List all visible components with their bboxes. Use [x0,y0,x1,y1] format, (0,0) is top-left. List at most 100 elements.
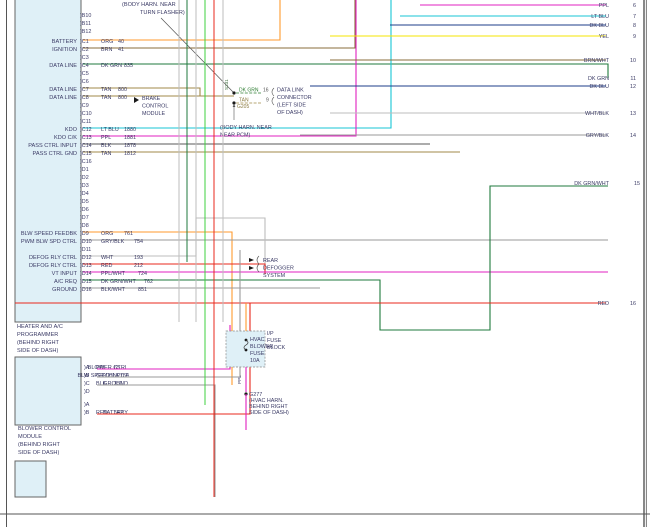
svg-text:)D7: )D7 [80,215,89,221]
svg-text:)D2: )D2 [80,175,89,181]
svg-text:TURN FLASHER): TURN FLASHER) [140,10,185,16]
svg-text:)B10: )B10 [80,13,91,19]
svg-text:BLK: BLK [96,381,107,387]
svg-text:DK BLU: DK BLU [590,84,610,90]
svg-text:12: 12 [630,84,636,90]
svg-text:BLOWER CONTROL: BLOWER CONTROL [18,426,71,432]
svg-text:9: 9 [633,34,636,40]
svg-text:GRY/BLK: GRY/BLK [586,133,610,139]
svg-text:CONNECTOR: CONNECTOR [277,95,312,101]
svg-text:754: 754 [120,373,129,379]
svg-text:GROUND: GROUND [52,287,77,293]
svg-text:G205: G205 [237,104,249,110]
svg-text:14: 14 [630,133,636,139]
svg-text:762: 762 [144,279,153,285]
svg-text:)D5: )D5 [80,199,89,205]
svg-text:VT INPUT: VT INPUT [52,271,78,277]
svg-text:)D10: )D10 [80,239,92,245]
svg-text:)B12: )B12 [80,29,91,35]
svg-text:TAN: TAN [239,98,249,104]
svg-text:)C13: )C13 [80,135,92,141]
svg-text:YEL: YEL [599,34,609,40]
svg-text:9: 9 [266,98,269,104]
svg-text:DK BLU: DK BLU [590,23,610,29]
svg-text:DK GRN: DK GRN [588,76,609,82]
svg-text:GRY/BLK: GRY/BLK [101,239,125,245]
svg-text:MODULE: MODULE [18,434,42,440]
svg-text:)D15: )D15 [80,279,92,285]
svg-text:)C14: )C14 [80,143,92,149]
svg-text:41: 41 [118,47,124,53]
svg-text:S231: S231 [224,79,229,90]
svg-text:A/C REQ: A/C REQ [54,279,78,285]
svg-text:)D4: )D4 [80,191,89,197]
svg-text:)B: )B [84,373,90,379]
svg-text:RED: RED [101,263,112,269]
svg-text:REAR: REAR [263,258,278,264]
svg-text:DK GRN/WHT: DK GRN/WHT [574,181,609,187]
svg-text:DK GRN: DK GRN [239,88,259,94]
svg-text:BATTERY: BATTERY [52,39,78,45]
svg-text:DATA LINK: DATA LINK [277,88,304,94]
svg-text:DEFOG RLY CTRL: DEFOG RLY CTRL [29,255,77,261]
svg-text:LT BLU: LT BLU [591,14,609,20]
svg-text:HVAC: HVAC [250,337,265,343]
svg-text:)C10: )C10 [80,111,92,117]
svg-text:PWM BLW SPD CTRL: PWM BLW SPD CTRL [21,239,77,245]
svg-text:BRN/WHT: BRN/WHT [584,58,610,64]
svg-text:DATA LINE: DATA LINE [49,87,77,93]
svg-text:)C15: )C15 [80,151,92,157]
svg-text:FUSE: FUSE [267,338,282,344]
svg-text:761: 761 [124,231,133,237]
svg-text:WHT/BLK: WHT/BLK [585,111,609,117]
svg-text:SIDE OF DASH): SIDE OF DASH) [17,348,58,354]
svg-text:FUSE: FUSE [250,351,265,357]
svg-text:)A: )A [84,365,90,371]
svg-text:DEFOG RLY CTRL: DEFOG RLY CTRL [29,263,77,269]
svg-text:)C: )C [84,381,90,387]
svg-text:NEAR PCM): NEAR PCM) [220,133,250,139]
svg-text:(BEHIND RIGHT: (BEHIND RIGHT [18,442,61,448]
svg-text:WHT: WHT [101,255,114,261]
svg-text:PASS CTRL INPUT: PASS CTRL INPUT [28,143,77,149]
svg-text:PPL/WHT: PPL/WHT [101,271,126,277]
svg-text:DK GRN: DK GRN [101,63,122,69]
svg-text:I/P: I/P [267,331,274,337]
svg-text:DEFOGGER: DEFOGGER [263,266,294,272]
svg-text:RED: RED [598,301,609,307]
svg-text:DATA LINE: DATA LINE [49,63,77,69]
svg-text:8: 8 [633,23,636,29]
svg-text:BLK/WHT: BLK/WHT [101,287,126,293]
svg-text:PPL: PPL [101,135,111,141]
svg-text:)D3: )D3 [80,183,89,189]
svg-text:)C2: )C2 [80,47,89,53]
svg-text:)C6: )C6 [80,79,89,85]
svg-text:)C7: )C7 [80,87,89,93]
svg-text:SIDE OF DASH): SIDE OF DASH) [249,410,289,416]
svg-text:1881: 1881 [124,135,136,141]
svg-text:15: 15 [634,181,640,187]
svg-text:754: 754 [134,239,143,245]
svg-text:40: 40 [118,39,124,45]
svg-text:)C1: )C1 [80,39,89,45]
svg-text:GRY/BLK: GRY/BLK [96,373,120,379]
svg-text:)D: )D [84,389,90,395]
svg-text:BRN: BRN [101,47,112,53]
svg-text:SIDE OF DASH): SIDE OF DASH) [18,450,59,456]
svg-text:151: 151 [114,381,123,387]
svg-text:)D14: )D14 [80,271,92,277]
svg-text:)B: )B [84,410,90,416]
svg-text:BLW SPEED FEEDBK: BLW SPEED FEEDBK [21,231,77,237]
svg-text:ORG: ORG [101,231,113,237]
svg-text:13: 13 [630,111,636,117]
svg-text:)C5: )C5 [80,71,89,77]
svg-text:(BEHIND RIGHT: (BEHIND RIGHT [17,340,60,346]
svg-text:SYSTEM: SYSTEM [263,273,286,279]
svg-text:)C4: )C4 [80,63,89,69]
svg-text:800: 800 [118,95,127,101]
svg-text:212: 212 [134,263,143,269]
svg-text:1812: 1812 [124,151,136,157]
svg-text:193: 193 [134,255,143,261]
svg-text:)C11: )C11 [80,119,91,125]
svg-text:)D8: )D8 [80,223,89,229]
